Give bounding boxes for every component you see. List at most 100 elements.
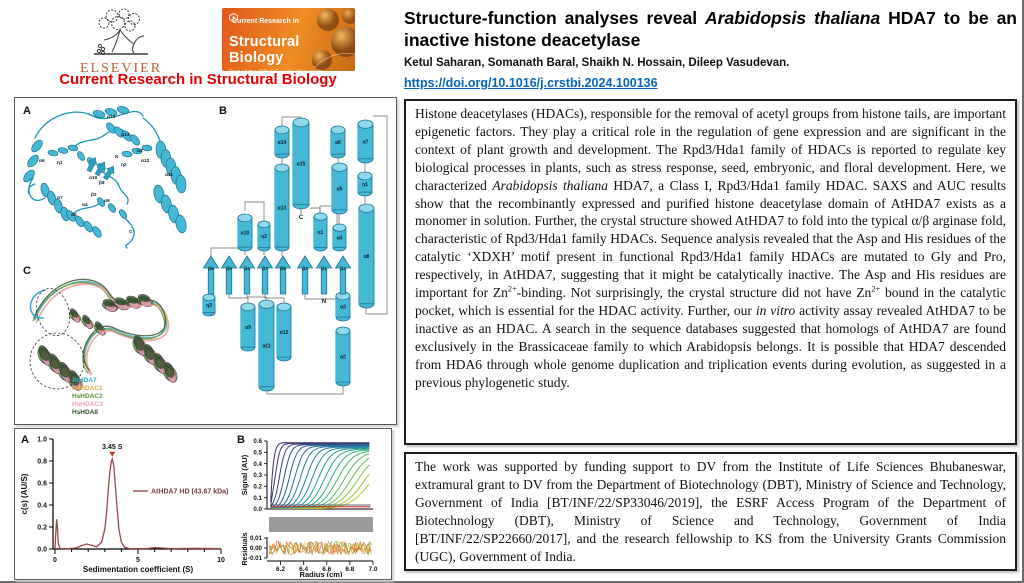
signal-y-tick-label: 0.3 — [253, 472, 262, 479]
loop-trace — [72, 203, 100, 215]
helix-turn — [58, 361, 70, 378]
helix-turn — [131, 147, 143, 155]
doi-row: https://doi.org/10.1016/j.crstbi.2024.10… — [404, 76, 1017, 90]
helix-turn — [133, 335, 145, 351]
sv-scan-curve — [270, 453, 370, 509]
topology-helix — [274, 125, 290, 135]
helix-turn — [92, 226, 102, 238]
topology-helix-label: α11 — [262, 344, 271, 350]
superposition-legend-entry: HsHDAC2 — [72, 393, 103, 400]
topology-helix-label: α15 — [297, 162, 306, 168]
topology-helix — [257, 220, 271, 229]
radius-x-tick-label: 7.0 — [368, 566, 377, 573]
loop-trace — [29, 289, 46, 319]
helix-turn — [130, 134, 140, 146]
topology-helix-label: α2 — [340, 355, 346, 361]
ribbon-label: η1 — [57, 160, 63, 166]
helix-turn — [153, 353, 165, 369]
topology-connector — [210, 247, 238, 256]
helix-turn — [75, 215, 85, 228]
helix-turn — [48, 353, 60, 370]
topology-helix — [357, 119, 374, 129]
legend-label: AtHDA7 HD (43.67 kDa) — [151, 489, 228, 496]
panel-c-label: C — [23, 265, 31, 277]
ribbon-label: C — [129, 229, 133, 235]
residuals-y-tick-label: 0.01 — [250, 535, 263, 542]
loop-trace — [27, 183, 36, 195]
cs-distribution-curve — [54, 456, 222, 550]
radius-x-tick-label: 6.8 — [345, 566, 354, 573]
helix-turn — [53, 198, 63, 214]
cover-kicker: Current Research in — [232, 18, 299, 26]
topology-n-terminus: N — [322, 299, 326, 305]
helix-turn — [77, 151, 85, 161]
ribbon-label: α14 — [107, 114, 116, 120]
helix-turn — [68, 370, 80, 386]
helix-turn — [57, 147, 69, 154]
x-tick-label: 10 — [217, 557, 225, 564]
radius-x-tick-label: 6.6 — [322, 566, 331, 573]
ribbon-label: α13 — [121, 132, 130, 138]
topology-strand-label: β2 — [340, 266, 346, 272]
article-authors: Ketul Saharan, Somanath Baral, Shaikh N.… — [404, 57, 790, 69]
ribbon-label: α11 — [165, 172, 173, 178]
article-title: Structure-function analyses reveal Arabi… — [404, 8, 1017, 50]
y-tick-label: 1.0 — [37, 437, 47, 444]
journal-cover: Current Research in Structural Biology P… — [222, 8, 355, 71]
loop-trace — [35, 283, 169, 376]
loop-trace — [34, 110, 144, 139]
helix-turn — [96, 197, 106, 207]
ribbon-label: α4 — [82, 202, 88, 208]
topology-connector — [281, 116, 302, 126]
elsevier-logo: ELSEVIER — [55, 6, 187, 77]
topology-strand — [296, 255, 314, 295]
helix-turn — [102, 299, 116, 307]
helix-turn — [175, 214, 187, 234]
topology-strand-label: β8 — [280, 266, 286, 272]
topology-helix-label: α4 — [337, 236, 343, 242]
topology-helix — [330, 125, 346, 135]
sv-scan-curve — [270, 483, 370, 509]
topology-connector — [244, 201, 265, 221]
topology-c-terminus: C — [299, 215, 304, 221]
topology-helix — [240, 302, 256, 312]
sv-scan-curve — [270, 445, 370, 509]
topology-helix — [276, 302, 292, 312]
residuals-y-tick-label: -0.01 — [248, 555, 263, 562]
helix-turn — [47, 190, 57, 206]
superposition-legend-entry: HsHDA8 — [72, 409, 98, 416]
topology-connector — [228, 294, 249, 303]
topology-helix-label: η1 — [362, 182, 368, 188]
helix-turn — [40, 182, 50, 198]
topology-strand — [238, 255, 256, 295]
ribbon-label: N — [115, 154, 119, 160]
topology-connector — [365, 115, 388, 315]
y-tick-label: 0.6 — [37, 481, 47, 488]
topology-helix-label: α5 — [337, 187, 343, 193]
helix-turn — [106, 122, 116, 134]
ribbon-label: α10 — [89, 175, 98, 181]
topology-helix — [335, 326, 351, 336]
superposition-legend-entry: HsHDAC1 — [72, 385, 103, 392]
cover-title: Structural Biology — [229, 34, 300, 66]
peak-marker-icon — [109, 451, 116, 457]
topology-helix-label: α14 — [278, 140, 287, 146]
auc-panel-a: A 0.0 0.2 0.4 0.6 0.8 1.0 0 5 10 Sedimentation coe… — [20, 434, 228, 574]
helix-turn — [107, 203, 117, 213]
elsevier-wordmark: ELSEVIER — [79, 61, 163, 76]
topology-strand — [220, 255, 238, 295]
abstract-box: Histone deacetylases (HDACs), responsibl… — [404, 99, 1017, 445]
x-axis-title: Sedimentation coefficient (S) — [83, 565, 194, 574]
topology-helix — [358, 203, 375, 213]
structure-figure-svg: Aα14α13Nη2α12α11β8β3α9α10α7η1α6α5α4α2CBα… — [23, 105, 388, 416]
topology-strand — [202, 255, 220, 295]
topology-strand-label: β3 — [302, 266, 308, 272]
helix-turn — [82, 314, 91, 325]
ribbon-label: η2 — [121, 162, 127, 168]
article-doi-link[interactable]: https://doi.org/10.1016/j.crstbi.2024.10… — [404, 76, 658, 90]
topology-helix-label: α3 — [340, 305, 346, 311]
